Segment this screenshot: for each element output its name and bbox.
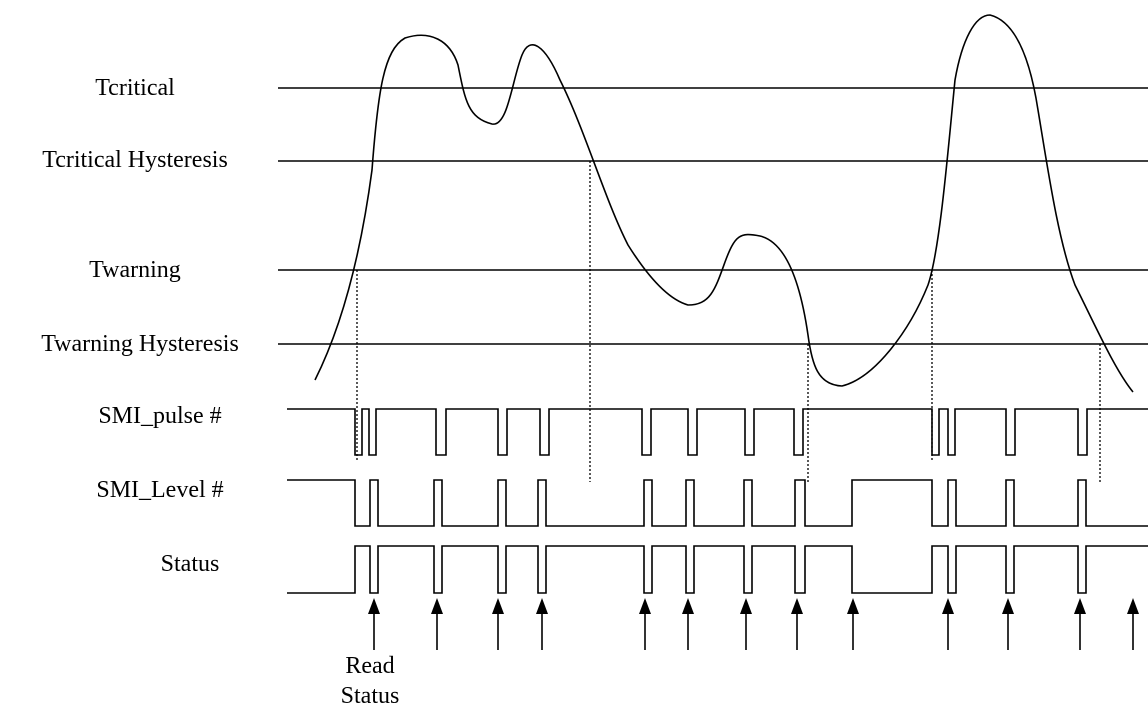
read-status-arrow-head: [682, 598, 694, 614]
read-status-arrow: [639, 598, 651, 650]
read-status-arrow-head: [740, 598, 752, 614]
read-status-arrow: [492, 598, 504, 650]
read-status-caption-line-2: Status: [340, 683, 400, 709]
twarning-hysteresis-label: Twarning Hysteresis: [41, 331, 239, 357]
read-status-arrow: [1002, 598, 1014, 650]
read-status-arrow: [1127, 598, 1139, 650]
read-status-arrow: [368, 598, 380, 650]
read-status-arrow-head: [431, 598, 443, 614]
smi-pulse-label: SMI_pulse #: [98, 403, 222, 429]
read-status-arrow: [740, 598, 752, 650]
read-status-arrow: [942, 598, 954, 650]
tcritical-hysteresis-label: Tcritical Hysteresis: [42, 147, 228, 173]
read-status-arrow-head: [492, 598, 504, 614]
status-label: Status: [160, 551, 220, 577]
read-status-arrow: [791, 598, 803, 650]
read-status-arrow-head: [639, 598, 651, 614]
read-status-arrow-head: [1127, 598, 1139, 614]
read-status-arrow-head: [942, 598, 954, 614]
read-status-arrow-head: [791, 598, 803, 614]
read-status-arrow-head: [1074, 598, 1086, 614]
temperature-curve: [314, 14, 1134, 393]
smi-level-label: SMI_Level #: [96, 477, 224, 503]
smi-level-waveform: [287, 479, 1148, 527]
read-status-arrow: [1074, 598, 1086, 650]
tcritical-label: Tcritical: [95, 75, 175, 101]
read-status-arrow: [847, 598, 859, 650]
read-status-arrow-head: [1002, 598, 1014, 614]
twarning-label: Twarning: [89, 257, 181, 283]
status-waveform: [287, 545, 1148, 594]
read-status-arrow-head: [536, 598, 548, 614]
smi-pulse-waveform: [287, 408, 1148, 456]
read-status-arrow-head: [368, 598, 380, 614]
read-status-arrow: [536, 598, 548, 650]
read-status-arrow: [682, 598, 694, 650]
read-status-arrow-head: [847, 598, 859, 614]
read-status-arrows: [368, 598, 1139, 650]
read-status-arrow: [431, 598, 443, 650]
read-status-caption-line-1: Read: [345, 653, 395, 679]
